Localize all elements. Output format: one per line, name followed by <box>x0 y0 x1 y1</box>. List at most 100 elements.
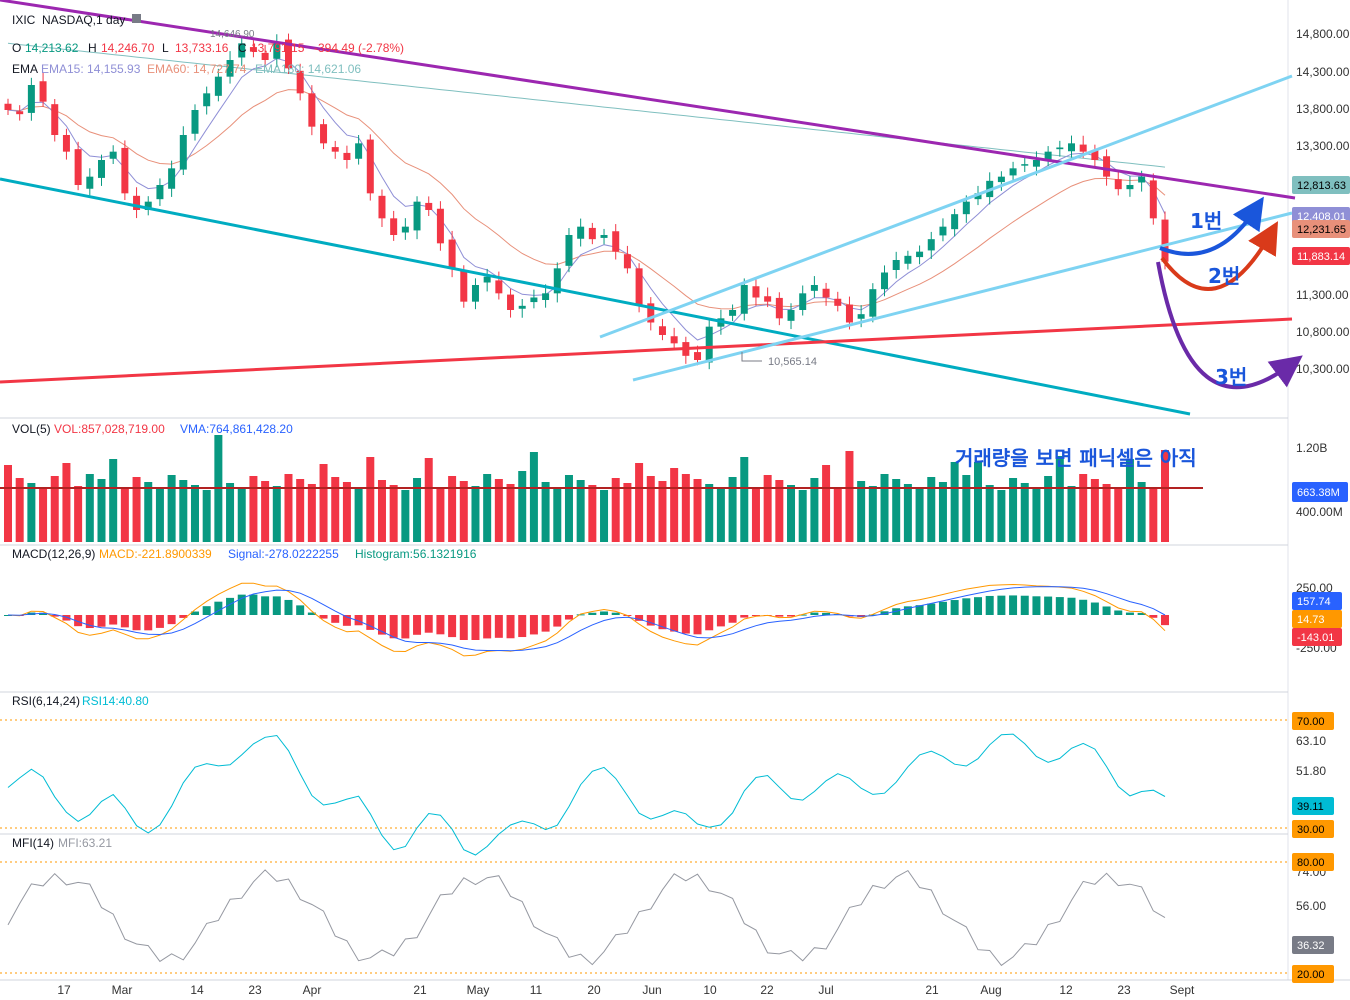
rsi-line <box>7 733 1166 856</box>
candle-body <box>507 294 515 310</box>
rising-channel-lower[interactable] <box>632 211 1293 382</box>
volume-bar <box>564 475 573 542</box>
volume-bar <box>833 488 842 542</box>
macd-plot <box>4 582 1169 657</box>
candle-body <box>927 239 935 251</box>
volume-bar <box>97 479 106 542</box>
macd-histogram-bar <box>1067 597 1076 615</box>
rsi-badge <box>1292 797 1334 815</box>
volume-bar <box>1090 479 1099 542</box>
candle-body <box>553 268 561 294</box>
mfi-title: MFI(14) <box>12 836 54 850</box>
price-badge <box>1292 176 1350 194</box>
macd-histogram-bar <box>483 615 492 639</box>
rising-channel-upper[interactable] <box>599 74 1293 339</box>
candle-body <box>974 193 982 200</box>
macd-histogram-bar <box>798 614 807 616</box>
candle-body <box>320 124 328 144</box>
upper-channel-line[interactable] <box>0 0 1296 200</box>
candle-body <box>705 326 713 363</box>
macd-histogram-bar <box>927 603 936 615</box>
candle-body <box>1126 185 1134 190</box>
volume-bar <box>763 475 772 542</box>
macd-axis-top: 250.00 <box>1296 581 1333 595</box>
volume-bar <box>39 488 48 542</box>
candle-body <box>366 139 374 194</box>
macd-histogram-bar <box>377 615 386 635</box>
volume-bar <box>424 458 433 542</box>
volume-bar <box>623 483 632 542</box>
mfi-line <box>7 869 1166 967</box>
candle-body <box>1138 176 1146 183</box>
candle-body <box>1021 164 1029 166</box>
macd-histogram-bar <box>646 615 655 626</box>
candle-body <box>1079 144 1087 152</box>
volume-bar <box>985 485 994 542</box>
candle-body <box>495 280 503 294</box>
volume-badge-text: 663.38M <box>1297 487 1340 499</box>
symbol[interactable]: IXIC <box>12 13 36 27</box>
scenario-2-arrow[interactable] <box>1160 221 1279 292</box>
macd-histogram-bar <box>740 615 749 618</box>
ema15-value: EMA15: 14,155.93 <box>41 62 141 76</box>
macd-histogram-bar <box>681 615 690 634</box>
candle-body <box>997 176 1005 183</box>
macd-histogram-bar <box>354 615 363 626</box>
time-axis-label: 21 <box>413 983 427 997</box>
volume-title: VOL(5) <box>12 422 51 436</box>
time-axis-label: Jul <box>818 983 833 997</box>
time-axis-label: 10 <box>703 983 717 997</box>
candle-body <box>729 310 737 316</box>
lower-channel-line[interactable] <box>0 177 1191 416</box>
scenario-1-arrow[interactable] <box>1159 196 1264 256</box>
volume-bar <box>109 459 118 542</box>
low-marker-line <box>741 352 762 362</box>
volume-badge <box>1292 482 1348 502</box>
macd-histogram-bar <box>284 599 293 615</box>
candle-body <box>436 208 444 244</box>
volume-bar <box>810 478 819 542</box>
volume-bar <box>319 464 328 542</box>
trend-lines[interactable] <box>0 0 1296 416</box>
price-badge-text: 12,231.65 <box>1297 224 1346 236</box>
volume-bar <box>857 481 866 542</box>
scenario-3-arrow[interactable] <box>1156 261 1303 390</box>
time-axis-label: 17 <box>57 983 71 997</box>
volume-bar <box>50 476 59 542</box>
macd-histogram-bar <box>868 614 877 616</box>
vma-value: VMA:764,861,428.20 <box>180 422 293 436</box>
time-axis[interactable]: 17 Mar 14 23 Apr 21 May 11 20 Jun 10 22 Jul 21 Aug 12 23… <box>57 983 1195 997</box>
rsi-badge-text: 30.00 <box>1297 824 1325 836</box>
candle-body <box>296 70 304 94</box>
volume-bar <box>658 481 667 542</box>
macd-badge <box>1292 610 1342 628</box>
candle-body <box>881 272 889 290</box>
macd-histogram-bar <box>751 615 760 616</box>
legend-toggle-icon[interactable] <box>132 14 141 23</box>
mfi-badges: 80.00 36.32 20.00 <box>1292 853 1334 983</box>
volume-bar <box>27 483 36 542</box>
rsi-badges: 70.00 39.11 30.00 <box>1292 712 1334 838</box>
volume-bar <box>775 480 784 542</box>
candle-body <box>1044 151 1052 160</box>
support-line[interactable] <box>0 317 1293 384</box>
mfi-badge-text: 36.32 <box>1297 940 1325 952</box>
macd-histogram-bar <box>997 595 1006 615</box>
candle-body <box>191 110 199 134</box>
candle-body <box>156 185 164 200</box>
macd-badge <box>1292 592 1342 610</box>
macd-histogram-bar <box>822 612 831 615</box>
candle-body <box>133 195 141 210</box>
candle-body <box>144 201 152 210</box>
volume-bar <box>226 483 235 542</box>
volume-bar <box>705 484 714 542</box>
volume-bar <box>600 490 609 542</box>
macd-histogram-bar <box>132 615 141 631</box>
candle-body <box>401 226 409 233</box>
volume-bar <box>1149 487 1158 542</box>
macd-histogram-bar <box>144 615 153 631</box>
rsi-axis-top: 63.10 <box>1296 734 1326 748</box>
volume-bar <box>436 488 445 542</box>
volume-bar <box>1044 476 1053 542</box>
